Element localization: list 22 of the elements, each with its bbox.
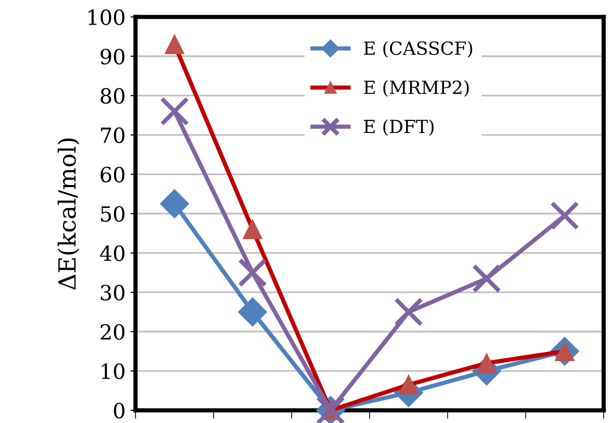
y-tick-label: 60: [100, 166, 124, 182]
point: [238, 298, 268, 326]
y-tick-label: 70: [101, 127, 124, 144]
y-tick-label: 0: [114, 402, 124, 419]
legend-label: E (DFT): [364, 119, 434, 136]
point: [394, 297, 424, 327]
legend-label: E (MRMP2): [364, 80, 469, 97]
legend-label: E (CASSCF): [364, 41, 472, 58]
point: [472, 264, 502, 294]
y-tick-label: 30: [100, 284, 124, 301]
y-tick-label: 100: [88, 9, 124, 26]
y-tick-label: 20: [100, 324, 124, 340]
point: [238, 258, 268, 288]
point: [160, 189, 189, 218]
y-tick-label: 40: [100, 245, 124, 262]
point: [550, 200, 580, 230]
y-tick-label: 80: [100, 88, 124, 104]
point: [160, 96, 190, 126]
y-tick-label: 10: [102, 363, 124, 380]
y-tick-label: 50: [101, 206, 124, 222]
y-axis-title: ΔE(kcal/mol): [58, 138, 80, 290]
y-tick-label: 90: [100, 48, 124, 64]
